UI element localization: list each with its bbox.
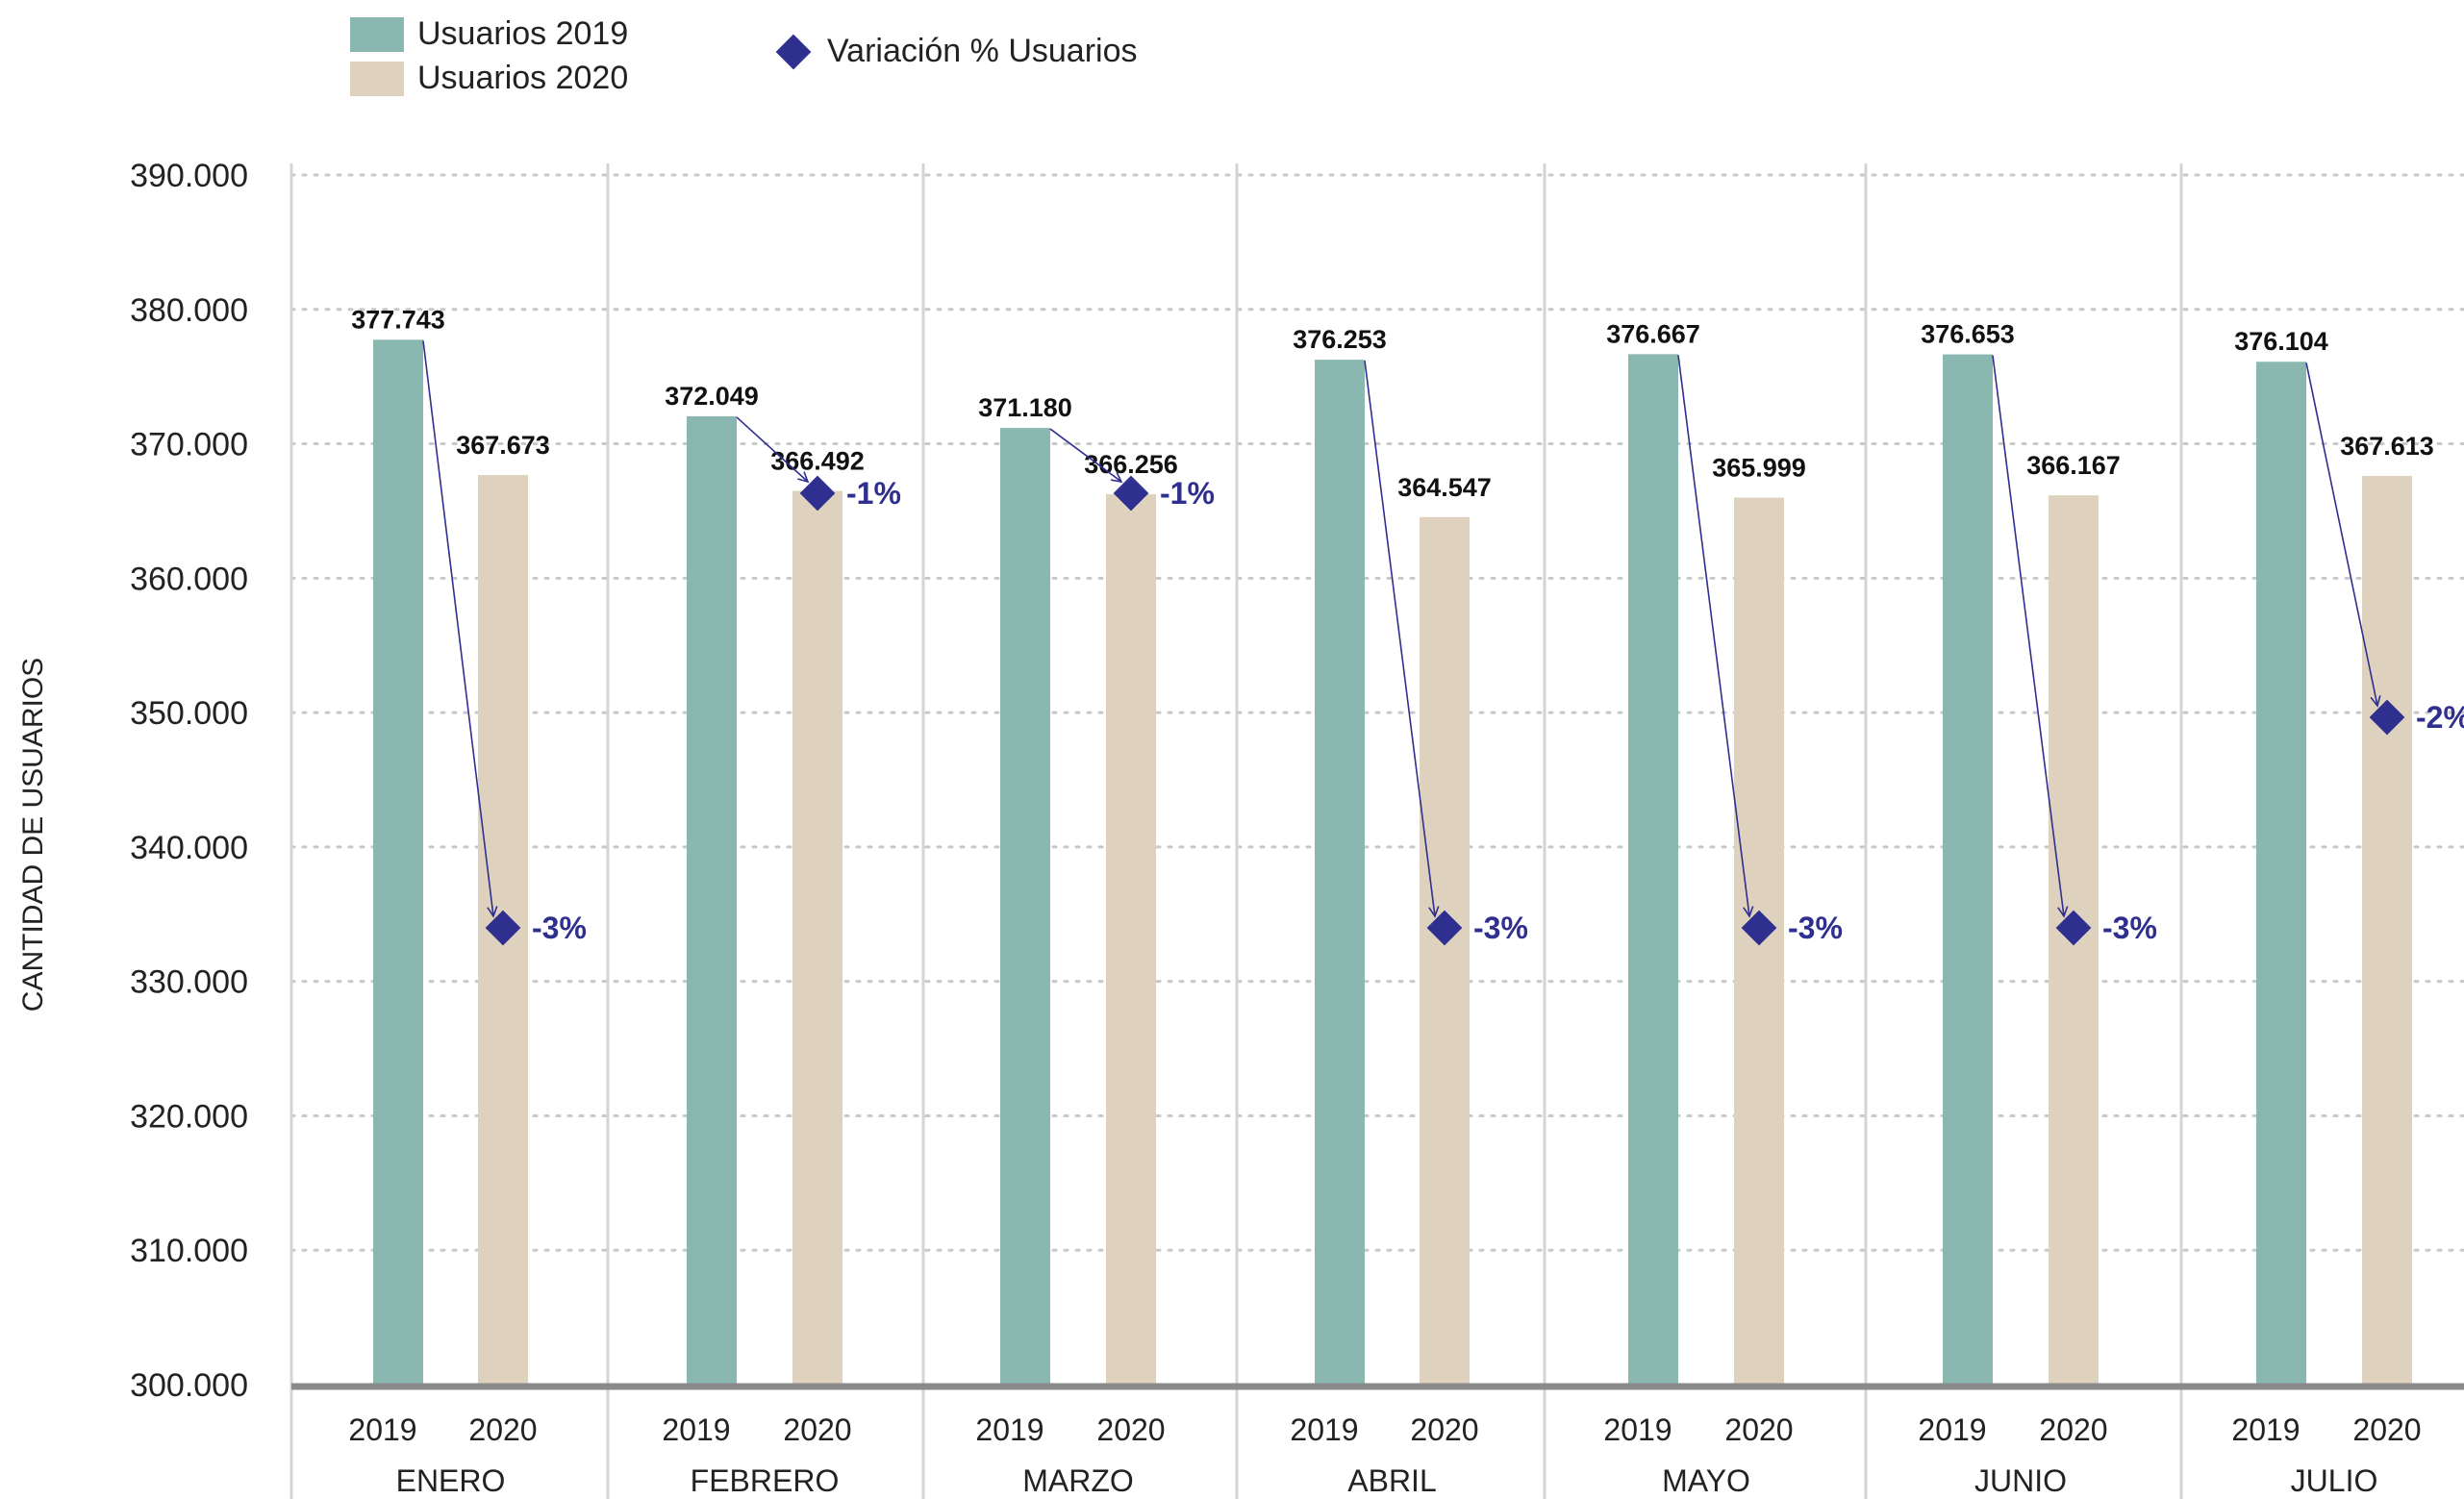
- bar-2019: [1315, 360, 1365, 1386]
- variation-label: -1%: [1160, 476, 1215, 511]
- variation-marker: [2369, 699, 2405, 736]
- variation-connector: [1364, 361, 1435, 916]
- x-year-label-2020: 2020: [2039, 1412, 2107, 1447]
- value-label-2019: 377.743: [351, 305, 445, 334]
- x-category-label: MARZO: [1022, 1463, 1134, 1498]
- legend-item-variation: Variación % Usuarios: [769, 33, 1138, 70]
- variation-marker: [1741, 910, 1777, 946]
- y-tick-label: 340.000: [130, 830, 248, 866]
- y-axis-title: CANTIDAD DE USUARIOS: [17, 658, 49, 1012]
- bar-2019: [1943, 354, 1993, 1385]
- x-year-label-2020: 2020: [2352, 1412, 2421, 1447]
- value-label-2020: 367.673: [456, 431, 550, 460]
- value-label-2019: 376.104: [2234, 327, 2328, 356]
- variation-connector: [1049, 428, 1121, 482]
- x-category-label: FEBRERO: [691, 1463, 840, 1498]
- variation-label: -2%: [2416, 700, 2464, 735]
- x-year-label-2019: 2019: [975, 1412, 1043, 1447]
- variation-marker: [2055, 910, 2092, 946]
- value-label-2020: 367.613: [2340, 432, 2434, 461]
- value-label-2019: 376.253: [1293, 325, 1387, 354]
- x-category-label: JULIO: [2291, 1463, 2378, 1498]
- variation-connector: [422, 340, 493, 916]
- x-year-label-2019: 2019: [1290, 1412, 1358, 1447]
- x-year-label-2019: 2019: [348, 1412, 416, 1447]
- value-label-2020: 364.547: [1397, 473, 1492, 502]
- x-year-label-2019: 2019: [662, 1412, 730, 1447]
- value-label-2019: 371.180: [978, 393, 1072, 422]
- y-tick-label: 310.000: [130, 1233, 248, 1269]
- x-category-label: ABRIL: [1347, 1463, 1436, 1498]
- value-label-2019: 376.653: [1921, 320, 2015, 349]
- x-category-label: ENERO: [396, 1463, 506, 1498]
- variation-marker: [1113, 475, 1149, 512]
- x-year-label-2020: 2020: [783, 1412, 851, 1447]
- y-tick-label: 330.000: [130, 964, 248, 1001]
- variation-marker: [485, 910, 521, 946]
- bar-2020: [792, 490, 842, 1385]
- variation-label: -3%: [1473, 911, 1528, 945]
- y-tick-label: 320.000: [130, 1098, 248, 1135]
- variation-marker: [799, 475, 836, 512]
- variation-connector: [1992, 355, 2064, 916]
- legend-item-2019: Usuarios 2019: [350, 15, 628, 53]
- bar-2019: [2256, 362, 2306, 1385]
- x-category-label: JUNIO: [1974, 1463, 2067, 1498]
- y-tick-label: 300.000: [130, 1367, 248, 1404]
- x-year-label-2019: 2019: [1603, 1412, 1672, 1447]
- x-year-label-2019: 2019: [2231, 1412, 2300, 1447]
- legend-item-2020: Usuarios 2020: [350, 60, 628, 97]
- value-label-2020: 366.256: [1084, 450, 1178, 479]
- x-year-label-2020: 2020: [1724, 1412, 1793, 1447]
- y-tick-label: 390.000: [130, 158, 248, 194]
- variation-marker: [1426, 910, 1463, 946]
- x-year-label-2020: 2020: [1096, 1412, 1165, 1447]
- legend-label-2020: Usuarios 2020: [417, 60, 629, 96]
- variation-label: -3%: [1788, 911, 1843, 945]
- y-tick-label: 360.000: [130, 561, 248, 597]
- legend-label-variation: Variación % Usuarios: [827, 33, 1138, 69]
- y-tick-label: 380.000: [130, 292, 248, 329]
- bar-2020: [1420, 516, 1470, 1385]
- legend-swatch-2019: [350, 16, 404, 52]
- x-category-label: MAYO: [1662, 1463, 1750, 1498]
- variation-connector: [2305, 362, 2377, 706]
- variation-connector: [1677, 355, 1749, 916]
- bar-2020: [1106, 493, 1156, 1385]
- y-tick-label: 350.000: [130, 695, 248, 732]
- variation-label: -1%: [846, 476, 901, 511]
- variation-connector: [736, 416, 808, 482]
- bar-2019: [1628, 354, 1678, 1385]
- value-label-2019: 376.667: [1606, 319, 1700, 348]
- value-label-2019: 372.049: [665, 382, 759, 411]
- x-year-label-2019: 2019: [1918, 1412, 1986, 1447]
- bar-2019: [687, 415, 737, 1385]
- legend-label-2019: Usuarios 2019: [417, 15, 629, 52]
- x-year-label-2020: 2020: [468, 1412, 537, 1447]
- variation-label: -3%: [2102, 911, 2157, 945]
- bar-2019: [373, 339, 423, 1385]
- value-label-2020: 366.167: [2026, 451, 2121, 480]
- variation-label: -3%: [532, 911, 587, 945]
- y-tick-label: 370.000: [130, 427, 248, 463]
- value-label-2020: 365.999: [1712, 453, 1806, 482]
- bar-2020: [2362, 475, 2412, 1385]
- legend-swatch-2020: [350, 61, 404, 96]
- bar-2019: [1000, 428, 1050, 1385]
- x-year-label-2020: 2020: [1410, 1412, 1478, 1447]
